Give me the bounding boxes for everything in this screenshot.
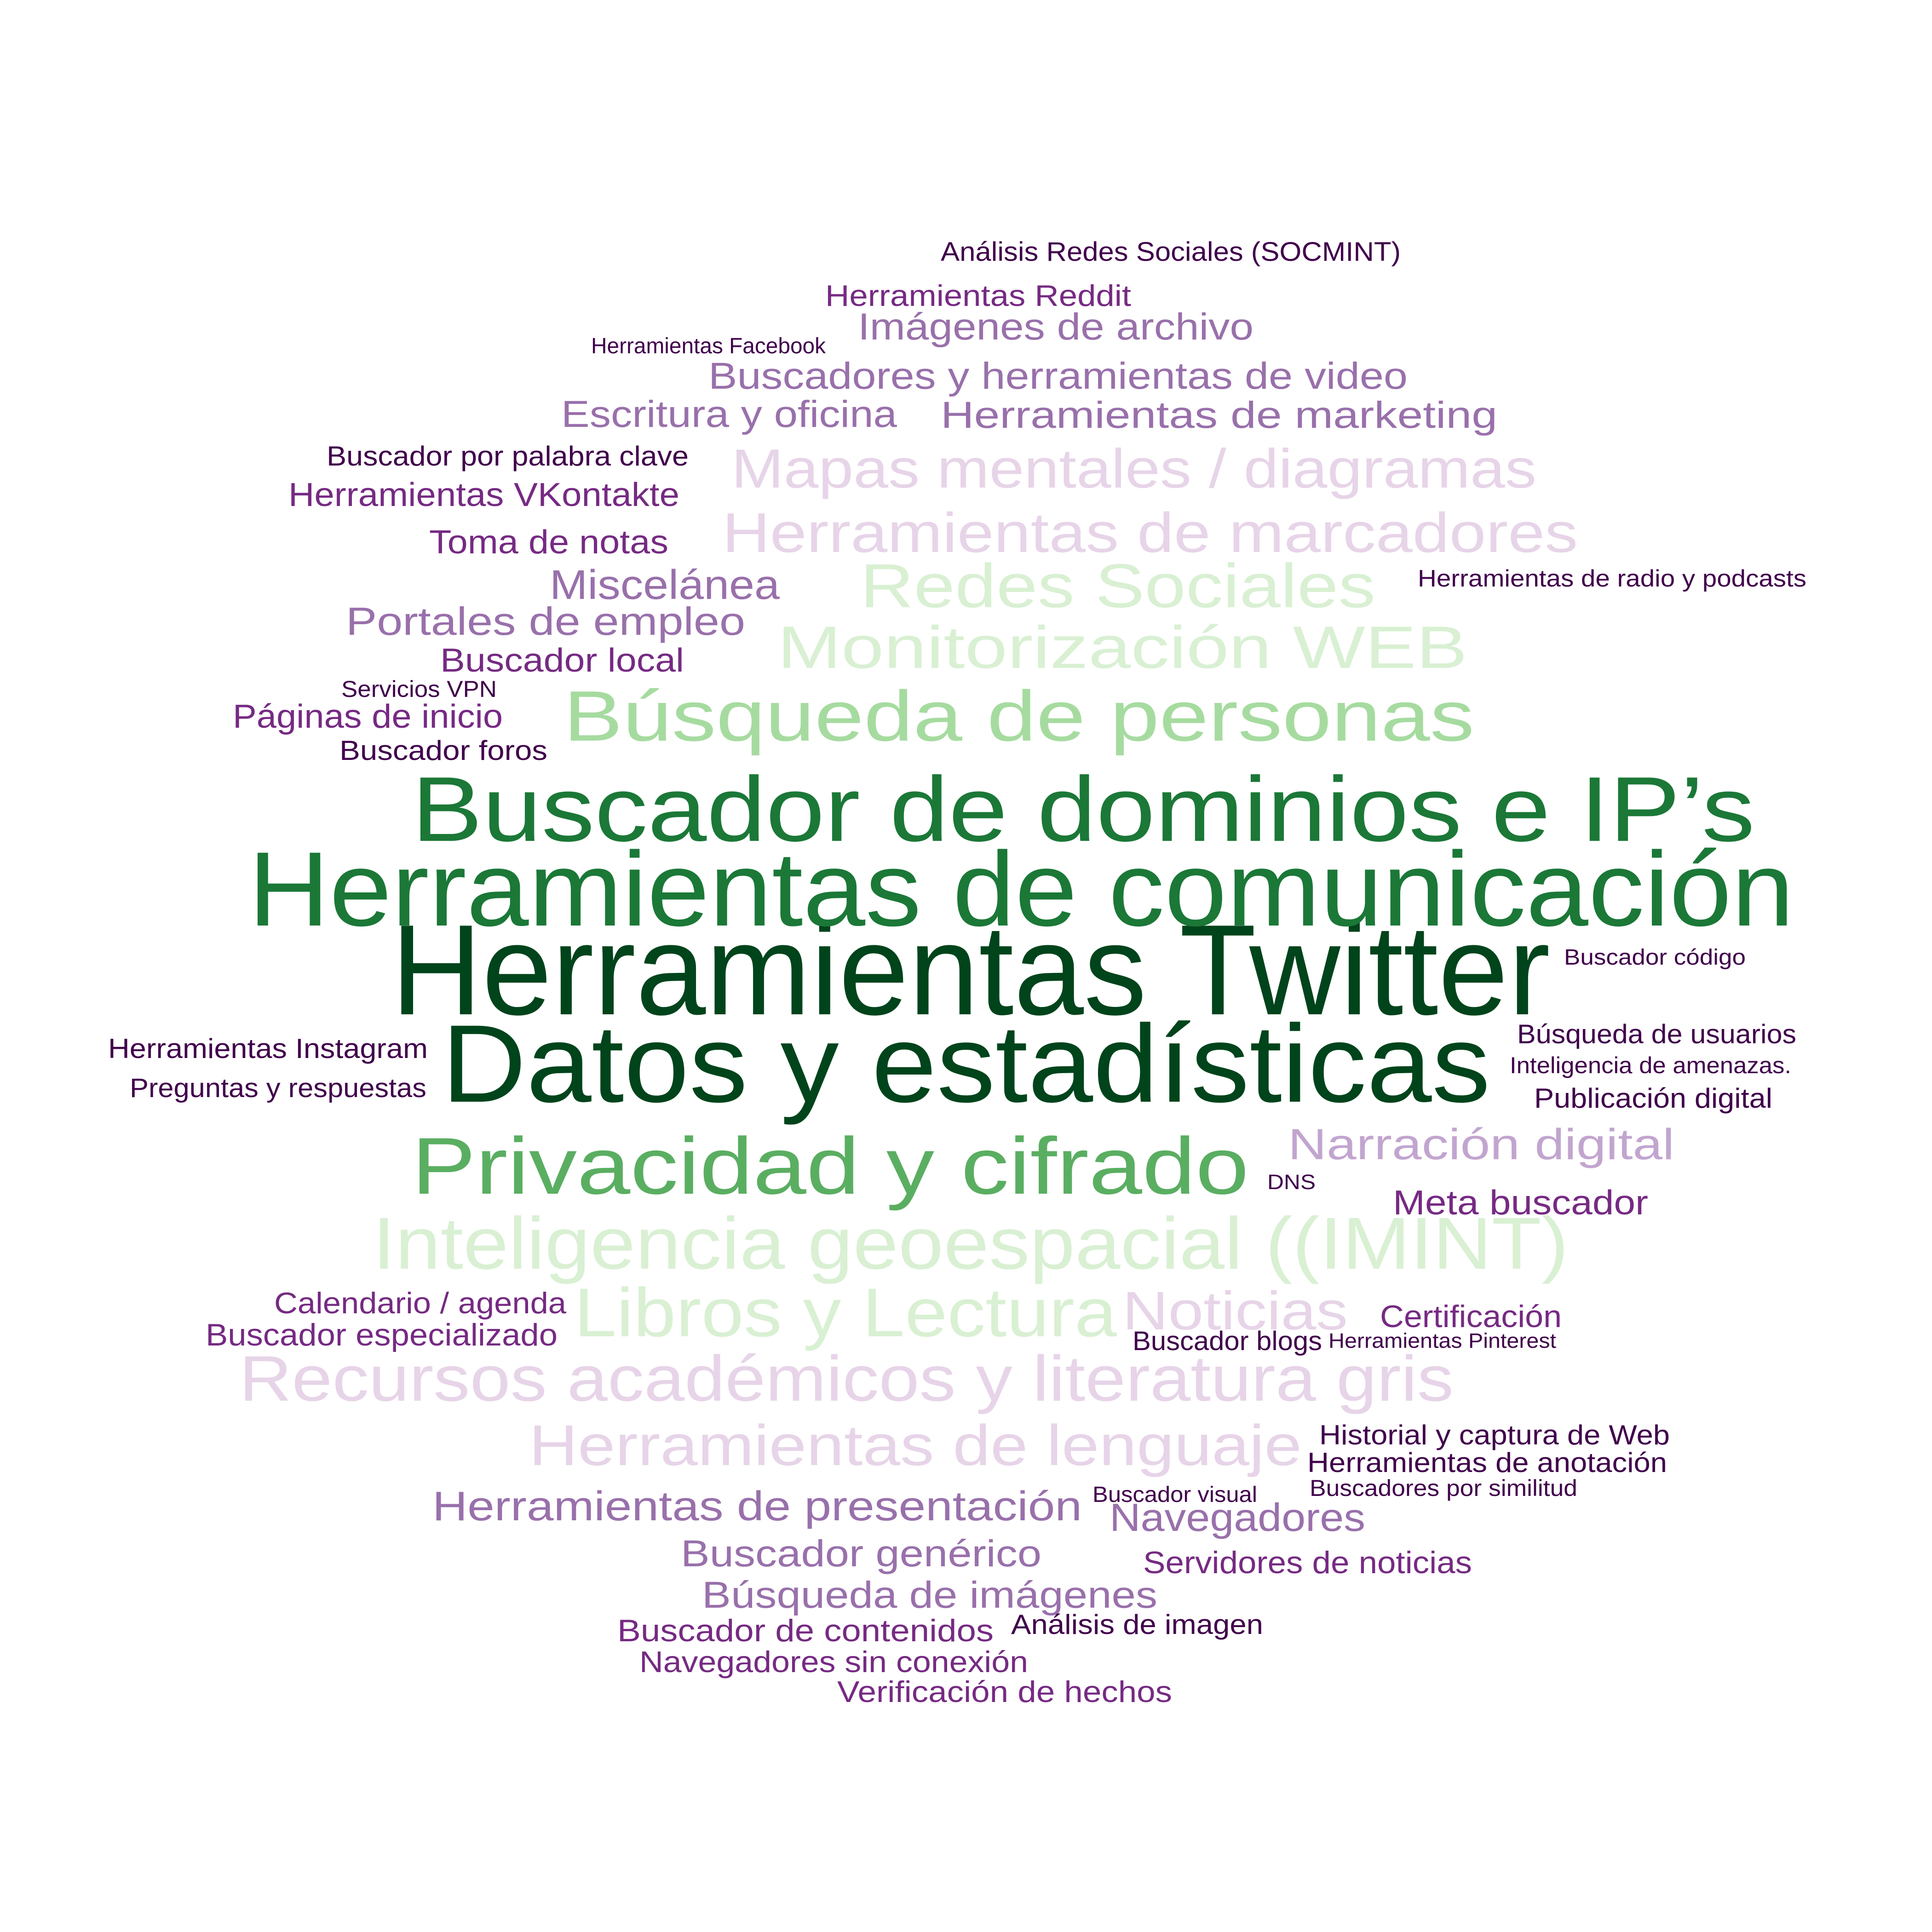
word-cloud-term: Calendario / agenda (274, 1286, 567, 1320)
word-cloud-term: Buscadores y herramientas de video (708, 355, 1408, 397)
word-cloud-term: Inteligencia de amenazas. (1510, 1052, 1791, 1078)
word-cloud-term: Búsqueda de personas (564, 676, 1474, 756)
word-cloud-term: Publicación digital (1534, 1083, 1772, 1114)
word-cloud-term: DNS (1267, 1170, 1316, 1194)
word-cloud-term: Navegadores (1110, 1496, 1365, 1540)
word-cloud-term: Análisis Redes Sociales (SOCMINT) (941, 237, 1401, 267)
word-cloud-term: Herramientas VKontakte (288, 477, 679, 513)
word-cloud-term: Toma de notas (429, 524, 668, 561)
word-cloud-term: Historial y captura de Web (1319, 1420, 1670, 1450)
word-cloud-term: Libros y Lectura (574, 1274, 1117, 1351)
word-cloud-term: Imágenes de archivo (858, 306, 1254, 348)
word-cloud-term: Buscador genérico (681, 1533, 1041, 1575)
word-cloud-term: Buscador de contenidos (617, 1613, 994, 1648)
word-cloud-term: Herramientas de marcadores (722, 501, 1578, 564)
word-cloud-term: Herramientas de presentación (432, 1484, 1082, 1530)
word-cloud-term: Buscador visual (1092, 1483, 1257, 1507)
word-cloud-term: Páginas de inicio (233, 698, 503, 735)
word-cloud-term: Miscelánea (550, 562, 780, 608)
word-cloud-term: Buscador código (1564, 945, 1746, 970)
word-cloud-term: Monitorización WEB (777, 614, 1467, 681)
word-cloud-term: Herramientas de marketing (941, 394, 1497, 436)
word-cloud-term: Privacidad y cifrado (412, 1121, 1249, 1211)
word-cloud-term: Herramientas Facebook (591, 334, 826, 358)
word-cloud-term: Navegadores sin conexión (639, 1645, 1028, 1679)
word-cloud-term: Servicios VPN (341, 676, 497, 702)
word-cloud-term: Herramientas Twitter (391, 898, 1550, 1042)
word-cloud-term: Búsqueda de imágenes (702, 1574, 1157, 1616)
word-cloud-term: Mapas mentales / diagramas (731, 438, 1536, 500)
word-cloud-term: Búsqueda de usuarios (1517, 1019, 1796, 1049)
word-cloud-term: Buscador especializado (206, 1317, 558, 1352)
word-cloud-term: Meta buscador (1393, 1183, 1648, 1222)
word-cloud-term: Análisis de imagen (1011, 1609, 1263, 1640)
word-cloud-term: Herramientas de lenguaje (529, 1414, 1302, 1478)
word-cloud-term: Narración digital (1288, 1120, 1674, 1169)
word-cloud-term: Herramientas de comunicación (248, 830, 1794, 948)
word-cloud-term: Herramientas de anotación (1307, 1447, 1667, 1478)
word-cloud-term: Buscador foros (339, 735, 547, 766)
word-cloud-term: Verificación de hechos (837, 1675, 1172, 1708)
word-cloud-term: Buscador local (440, 642, 684, 679)
word-cloud-term: Recursos académicos y literatura gris (239, 1342, 1454, 1414)
word-cloud-term: Herramientas de radio y podcasts (1418, 565, 1806, 592)
word-cloud-term: Herramientas Pinterest (1328, 1329, 1557, 1352)
word-cloud-term: Escritura y oficina (561, 393, 897, 435)
word-cloud-term: Servidores de noticias (1143, 1545, 1472, 1580)
word-cloud-term: Preguntas y respuestas (130, 1073, 426, 1103)
word-cloud-term: Datos y estadísticas (442, 1002, 1490, 1125)
word-cloud-term: Noticias (1122, 1281, 1348, 1341)
word-cloud-term: Buscador de dominios e IP’s (412, 758, 1755, 861)
word-cloud-term: Buscadores por similitud (1310, 1475, 1577, 1501)
word-cloud-term: Inteligencia geoespacial ((IMINT) (373, 1202, 1569, 1284)
word-cloud-term: Herramientas Reddit (825, 279, 1131, 312)
word-cloud-term: Portales de empleo (346, 600, 745, 644)
word-cloud-term: Redes Sociales (860, 551, 1375, 621)
word-cloud-term: Buscador por palabra clave (327, 441, 689, 472)
word-cloud-term: Buscador blogs (1133, 1326, 1322, 1356)
word-cloud-term: Certificación (1380, 1299, 1562, 1334)
word-cloud-term: Herramientas Instagram (108, 1033, 428, 1064)
